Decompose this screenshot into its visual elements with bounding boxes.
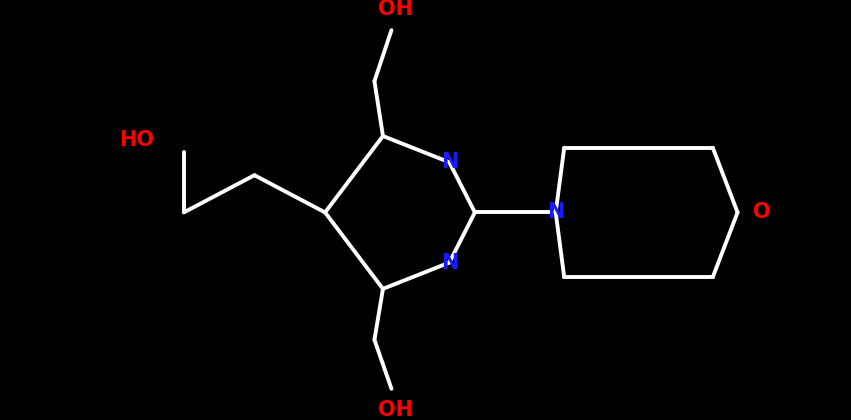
Text: N: N [441,252,458,273]
Text: OH: OH [378,400,414,420]
Text: OH: OH [378,0,414,18]
Text: O: O [752,202,770,223]
Text: HO: HO [119,130,155,150]
Text: N: N [441,152,458,172]
Text: N: N [547,202,564,223]
